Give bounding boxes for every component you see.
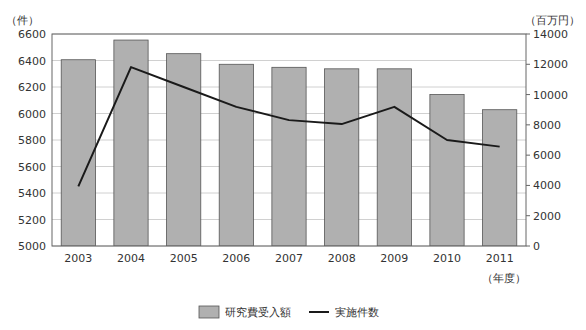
- y-tick-label: 6400: [18, 55, 46, 68]
- x-tick-label: 2011: [486, 252, 514, 265]
- legend-label: 研究費受入額: [225, 306, 291, 319]
- legend-item: 研究費受入額: [199, 306, 291, 319]
- y2-tick-label: 14000: [533, 28, 568, 41]
- y2-tick: [526, 215, 530, 216]
- chart: 5000 5200 5400 5600 5800 6000 6200 6400 6600 0 200…: [0, 0, 586, 330]
- y2-tick-label: 10000: [533, 89, 568, 102]
- x-tick-label: 2008: [328, 252, 356, 265]
- y2-tick-label: 12000: [533, 58, 568, 71]
- y-tick-label: 6000: [18, 108, 46, 121]
- x-tick-label: 2010: [433, 252, 461, 265]
- bar: [219, 64, 253, 246]
- y2-tick: [526, 155, 530, 156]
- y2-tick-label: 0: [533, 240, 540, 253]
- y2-tick-label: 2000: [533, 210, 561, 223]
- bar: [272, 67, 306, 246]
- y-tick-label: 6600: [18, 28, 46, 41]
- legend-swatch: [309, 311, 329, 313]
- legend: 研究費受入額 実施件数: [199, 306, 379, 319]
- y-tick-label: 5200: [18, 214, 46, 227]
- grid: [52, 34, 526, 246]
- y-tick-label: 5600: [18, 161, 46, 174]
- y2-tick-label: 4000: [533, 179, 561, 192]
- bar: [377, 69, 411, 246]
- y2-tick: [526, 64, 530, 65]
- x-tick-label: 2004: [117, 252, 145, 265]
- bar: [61, 60, 95, 246]
- plot-frame: [52, 34, 526, 246]
- x-tick-label: 2007: [275, 252, 303, 265]
- y2-tick: [526, 185, 530, 186]
- x-tick-label: 2009: [380, 252, 408, 265]
- bar: [325, 69, 359, 246]
- y2-tick: [526, 246, 530, 247]
- legend-swatch: [199, 306, 219, 318]
- line: [78, 67, 499, 186]
- bar: [483, 110, 517, 246]
- legend-label: 実施件数: [335, 306, 379, 319]
- bar: [430, 95, 464, 246]
- y-tick-label: 5000: [18, 240, 46, 253]
- x-tick-label: 2005: [170, 252, 198, 265]
- y2-tick: [526, 94, 530, 95]
- y-tick-label: 5800: [18, 134, 46, 147]
- legend-item: 実施件数: [309, 306, 379, 319]
- y2-tick-label: 6000: [533, 149, 561, 162]
- x-tick-label: 2006: [222, 252, 250, 265]
- y2-axis-label: （百万円）: [525, 14, 580, 27]
- y-tick-label: 6200: [18, 81, 46, 94]
- y2-tick: [526, 124, 530, 125]
- x-axis-label: （年度）: [482, 272, 526, 285]
- marks: [61, 40, 517, 246]
- y2-tick: [526, 34, 530, 35]
- x-tick-label: 2003: [64, 252, 92, 265]
- y2-tick-label: 8000: [533, 119, 561, 132]
- y-tick-label: 5400: [18, 187, 46, 200]
- y-axis-label: （件）: [6, 14, 39, 27]
